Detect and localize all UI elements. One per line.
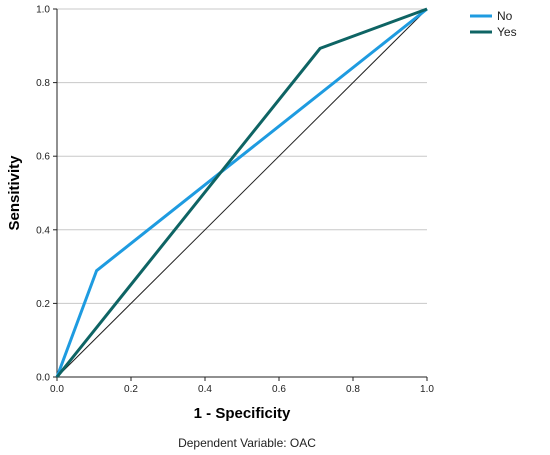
x-tick-label: 0.6 (272, 384, 286, 395)
x-tick-label: 0.0 (50, 384, 64, 395)
y-tick-label: 0.4 (36, 225, 50, 236)
x-axis-title: 1 - Specificity (194, 405, 291, 422)
x-tick-label: 0.2 (124, 384, 138, 395)
y-tick-label: 0.2 (36, 299, 50, 310)
footnote: Dependent Variable: OAC (178, 436, 316, 450)
x-tick-label: 0.4 (198, 384, 212, 395)
legend-label-no: No (497, 9, 513, 23)
y-tick-label: 0.8 (36, 78, 50, 89)
x-tick-label: 1.0 (420, 384, 434, 395)
y-axis-title: Sensitivity (6, 155, 23, 231)
x-tick-label: 0.8 (346, 384, 360, 395)
series-lines (55, 7, 428, 378)
y-tick-label: 0.6 (36, 152, 50, 163)
series-line-no (55, 7, 428, 378)
x-axis-ticks: 0.0 0.2 0.4 0.6 0.8 1.0 (50, 377, 434, 395)
y-tick-label: 1.0 (36, 5, 50, 16)
legend-label-yes: Yes (497, 25, 517, 39)
y-tick-label: 0.0 (36, 373, 50, 384)
reference-diagonal-line (56, 8, 428, 378)
legend: No Yes (470, 9, 517, 39)
series-line-yes (55, 7, 428, 378)
y-axis-ticks: 0.0 0.2 0.4 0.6 0.8 1.0 (36, 5, 57, 384)
